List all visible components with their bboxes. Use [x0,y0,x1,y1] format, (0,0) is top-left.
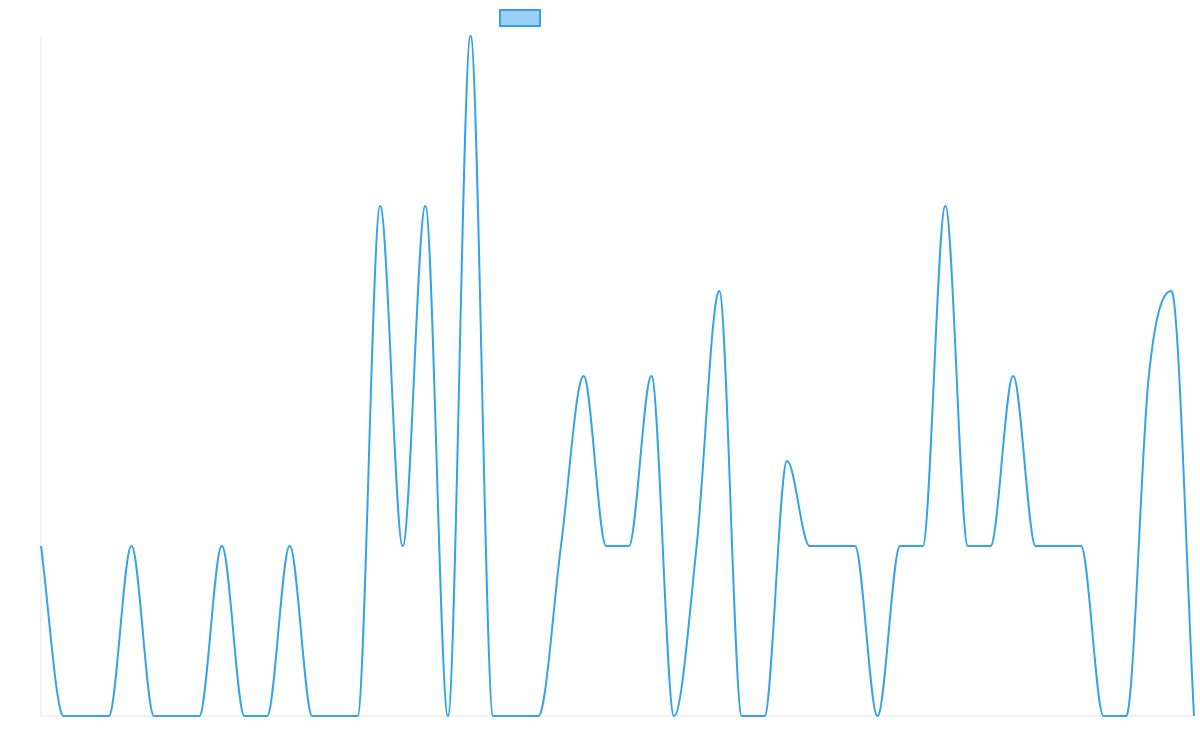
legend-swatch [499,9,541,27]
data-line [40,34,1195,718]
